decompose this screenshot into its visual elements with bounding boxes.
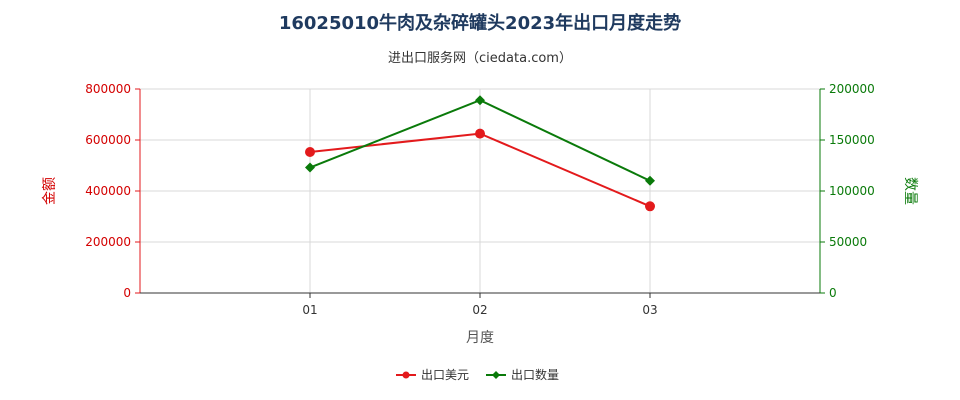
legend-marker-diamond[interactable] (492, 371, 500, 379)
x-tick-label: 03 (642, 303, 657, 317)
y-left-tick-label: 400000 (85, 184, 131, 198)
legend-label[interactable]: 出口美元 (421, 368, 469, 382)
y-right-tick-label: 150000 (829, 133, 875, 147)
tick-labels: 0 200000 400000 600000 800000 0 50000 100000 150… (85, 82, 875, 317)
data-point-amount[interactable] (305, 146, 315, 157)
chart-subtitle: 进出口服务网（ciedata.com） (388, 50, 572, 66)
grid-lines (140, 88, 820, 293)
y-right-tick-label: 50000 (829, 235, 867, 249)
y-left-tick-label: 800000 (85, 82, 131, 96)
data-point-quantity[interactable] (645, 175, 655, 186)
data-point-amount[interactable] (645, 201, 655, 212)
y-axis-right-label: 数量 (902, 177, 918, 205)
x-tick-label: 02 (472, 303, 487, 317)
legend-label[interactable]: 出口数量 (511, 367, 559, 382)
y-left-tick-label: 0 (123, 286, 131, 300)
y-axis-left-label: 金额 (42, 177, 58, 205)
x-axis-label: 月度 (466, 330, 494, 346)
y-right-tick-label: 200000 (829, 82, 875, 96)
chart-title: 16025010牛肉及杂碎罐头2023年出口月度走势 (279, 12, 681, 34)
legend[interactable]: 出口美元 出口数量 (396, 367, 559, 382)
y-right-tick-label: 100000 (829, 184, 875, 198)
data-point-quantity[interactable] (475, 95, 485, 106)
y-left-tick-label: 200000 (85, 235, 131, 249)
x-tick-label: 01 (302, 303, 317, 317)
series (305, 95, 655, 212)
y-right-tick-label: 0 (829, 286, 837, 300)
y-left-tick-label: 600000 (85, 133, 131, 147)
data-point-amount[interactable] (475, 128, 485, 139)
data-point-quantity[interactable] (305, 162, 315, 173)
axes (135, 88, 825, 298)
legend-marker-circle[interactable] (402, 371, 410, 379)
